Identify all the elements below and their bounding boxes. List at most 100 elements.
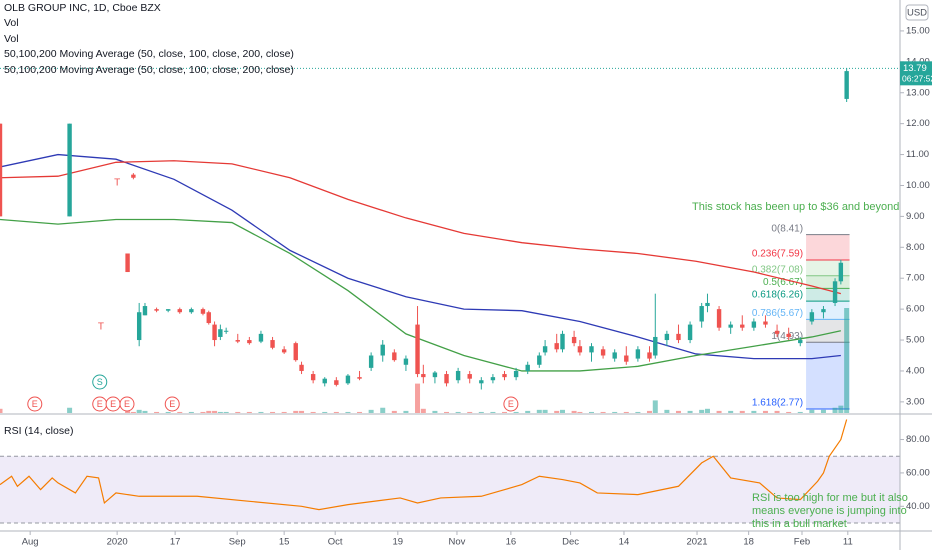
volume-bar <box>136 409 142 413</box>
candle-body <box>664 333 670 341</box>
fib-label: 0.236(7.59) <box>752 249 803 260</box>
volume-bar <box>664 409 670 413</box>
volume-bar <box>310 411 316 413</box>
candle-body <box>542 346 548 353</box>
candle-body <box>345 375 351 384</box>
candle-body <box>560 333 565 350</box>
volume-bar <box>380 407 386 413</box>
candle-body <box>699 306 704 322</box>
moving-average <box>0 160 842 295</box>
candle-body <box>67 123 72 217</box>
volume-bar <box>299 410 305 413</box>
volume-bar <box>154 411 160 413</box>
candle-body <box>502 374 507 378</box>
volume-bar <box>786 411 792 413</box>
volume-bar <box>333 411 339 413</box>
candle-body <box>334 380 339 385</box>
y-tick-label: 10.00 <box>906 180 930 191</box>
fib-label: 0.786(5.67) <box>752 308 803 319</box>
volume-bar <box>554 410 560 413</box>
event-label: E <box>508 399 514 409</box>
fib-label: 0(8.41) <box>771 223 803 234</box>
marker: T <box>98 321 104 332</box>
candle-body <box>716 309 722 328</box>
candle-body <box>635 349 641 359</box>
candle-body <box>554 343 559 350</box>
volume-bar <box>322 411 328 413</box>
y-tick-label: 8.00 <box>906 242 925 253</box>
y-tick-label: 6.00 <box>906 304 925 315</box>
x-tick-label: Aug <box>22 537 39 548</box>
candle-body <box>200 309 206 314</box>
event-badge <box>164 396 180 412</box>
x-tick-label: Sep <box>229 537 246 548</box>
candle-body <box>624 355 629 362</box>
y-tick-label: 11.00 <box>906 149 929 160</box>
x-tick-label: 11 <box>843 537 853 548</box>
volume-bar <box>675 410 681 413</box>
moving-average <box>0 153 841 360</box>
fib-zone <box>806 288 850 302</box>
candle-body <box>322 378 327 384</box>
indicator-label: Vol <box>4 33 19 45</box>
candle-body <box>612 352 617 359</box>
candle-body <box>537 355 542 365</box>
currency[interactable]: USD <box>907 8 927 19</box>
volume-bar <box>420 408 426 413</box>
countdown-label: 06:27:52 <box>902 74 932 84</box>
candle-body <box>647 352 652 359</box>
volume-bar <box>560 409 565 413</box>
candle-body <box>421 374 426 378</box>
candle-body <box>392 352 397 361</box>
volume-bar <box>223 411 229 413</box>
candle-body <box>154 309 159 311</box>
rsi-band <box>0 456 900 523</box>
candle-body <box>844 71 849 99</box>
y-tick-label: 40.00 <box>906 501 930 512</box>
candle-body <box>293 343 298 361</box>
currency-box[interactable] <box>905 4 929 21</box>
fib-label: 1.618(2.77) <box>752 398 803 409</box>
volume-bar <box>513 411 519 413</box>
candle-body <box>728 324 733 328</box>
candle-body <box>676 333 681 341</box>
candle-body <box>798 340 803 344</box>
candle-body <box>809 312 815 322</box>
fib-zone <box>806 342 850 409</box>
volume-bar <box>345 411 351 413</box>
volume-bar <box>612 411 618 413</box>
candle-body <box>131 174 136 178</box>
volume-bar <box>478 411 484 413</box>
last-price-box <box>900 61 932 86</box>
candle-body <box>786 333 791 337</box>
x-tick-label: 2021 <box>686 537 707 548</box>
fib-zone <box>806 234 850 260</box>
candle-body <box>763 321 768 325</box>
volume-bar <box>716 410 722 413</box>
y-tick-label: 60.00 <box>906 467 930 478</box>
event-badge <box>27 396 43 412</box>
candle-body <box>838 262 844 282</box>
candle-body <box>0 123 3 217</box>
volume-bar <box>797 411 803 413</box>
candle-body <box>206 312 211 324</box>
candle-body <box>513 370 519 378</box>
rsi-annotation: RSI is too high for me but it also <box>752 492 908 504</box>
event-label: E <box>97 399 103 409</box>
volume-bar <box>635 411 641 413</box>
volume-bar <box>652 400 658 413</box>
candle-body <box>467 374 472 379</box>
x-tick-label: 19 <box>393 537 404 548</box>
candle-body <box>444 374 449 384</box>
volume-bar <box>415 383 421 413</box>
y-tick-label: 80.00 <box>906 434 930 445</box>
volume-bar <box>751 410 757 413</box>
volume-bar <box>820 409 826 413</box>
volume-bar <box>762 410 768 413</box>
volume-bar <box>258 411 264 413</box>
volume-bar <box>844 308 850 413</box>
candle-body <box>218 329 223 337</box>
candle-body <box>571 336 577 344</box>
volume-bar <box>577 411 583 413</box>
